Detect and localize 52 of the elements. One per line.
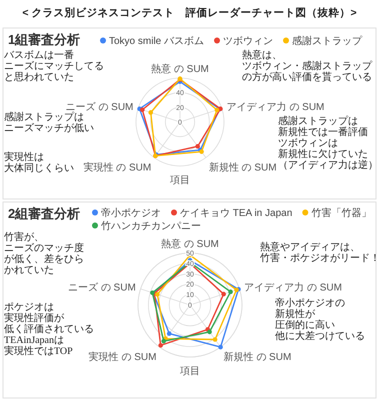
text: 実現性は	[4, 151, 44, 163]
text: TEAinJapanは	[4, 335, 64, 346]
text: ツボウィン・感謝ストラップ	[242, 60, 373, 72]
text: ポケジオは	[4, 302, 54, 313]
spoke-label: ニーズ の SUM	[66, 100, 134, 113]
text: 圧倒的に高い	[275, 319, 335, 331]
text: ツボウィンは	[278, 138, 338, 149]
text: ニーズマッチが低い	[4, 122, 94, 134]
text: 実現性評価が	[4, 312, 65, 324]
text: 竹害・ポケジオがリード！	[260, 252, 379, 264]
text: 実現性ではTOP	[4, 345, 74, 357]
legend-label: 帝小ポケジオ	[101, 207, 161, 219]
chart-title: < クラス別ビジネスコンテスト 評価レーダーチャート図（抜粋）>	[22, 6, 357, 19]
text: 項目	[180, 366, 200, 377]
text: かれていた	[4, 265, 54, 276]
spoke-label: アイディア力 の SUM	[244, 281, 342, 294]
legend-label: 竹害「竹器」	[311, 207, 372, 219]
text: ニーズのマッチ度	[4, 242, 84, 254]
spoke-label: 実現性 の SUM	[88, 351, 156, 364]
chart-subtitle: 1組審査分析	[8, 32, 80, 47]
text: 感謝ストラップは	[278, 115, 358, 127]
legend-label: ケイキョウ TEA in Japan	[180, 208, 292, 219]
spoke-label: 新規性 の SUM	[224, 351, 292, 364]
text: ニーズにマッチしてる	[4, 60, 104, 72]
text: バスボムは一番	[3, 49, 74, 61]
text: 新規性に欠けていた	[278, 148, 368, 160]
legend-label: Tokyo smile バスボム	[109, 36, 204, 47]
spoke-label: 新規性 の SUM	[208, 162, 277, 174]
text: 大体同じくらい	[4, 162, 74, 174]
text: と思われていた	[4, 72, 74, 83]
text: 新規性では一番評価	[278, 126, 368, 138]
legend-label: 竹ハンカチカンパニー	[101, 220, 201, 232]
chart-title: 2組審査分析	[8, 206, 80, 221]
text: （アイディア力は逆）	[278, 159, 378, 171]
text: 感謝ストラップは	[4, 111, 84, 123]
spoke-label: 熱意 の SUM	[151, 63, 209, 75]
text: 帝小ポケジオの	[275, 297, 345, 309]
spoke-label: ニーズ の SUM	[68, 281, 136, 294]
spoke-label: 実現性 の SUM	[83, 162, 152, 174]
text: 他に大差つけている	[275, 330, 365, 342]
legend-label: ツボウィン	[223, 36, 274, 47]
spoke-label: アイディア力 の SUM	[226, 100, 324, 113]
spoke-label: 熱意 の SUM	[161, 238, 219, 250]
text: 熱意やアイディアは、	[260, 241, 360, 253]
text: の方が高い評価を貰っている	[242, 71, 372, 83]
text: 低く評価されている	[4, 323, 94, 335]
text: 竹害が、	[4, 231, 44, 243]
text: が低く、差をひら	[4, 253, 84, 265]
text: 項目	[170, 175, 190, 186]
text: 熱意は、	[242, 49, 282, 61]
text: 新規性が	[275, 308, 316, 320]
legend-label: 感謝ストラップ	[292, 35, 364, 47]
